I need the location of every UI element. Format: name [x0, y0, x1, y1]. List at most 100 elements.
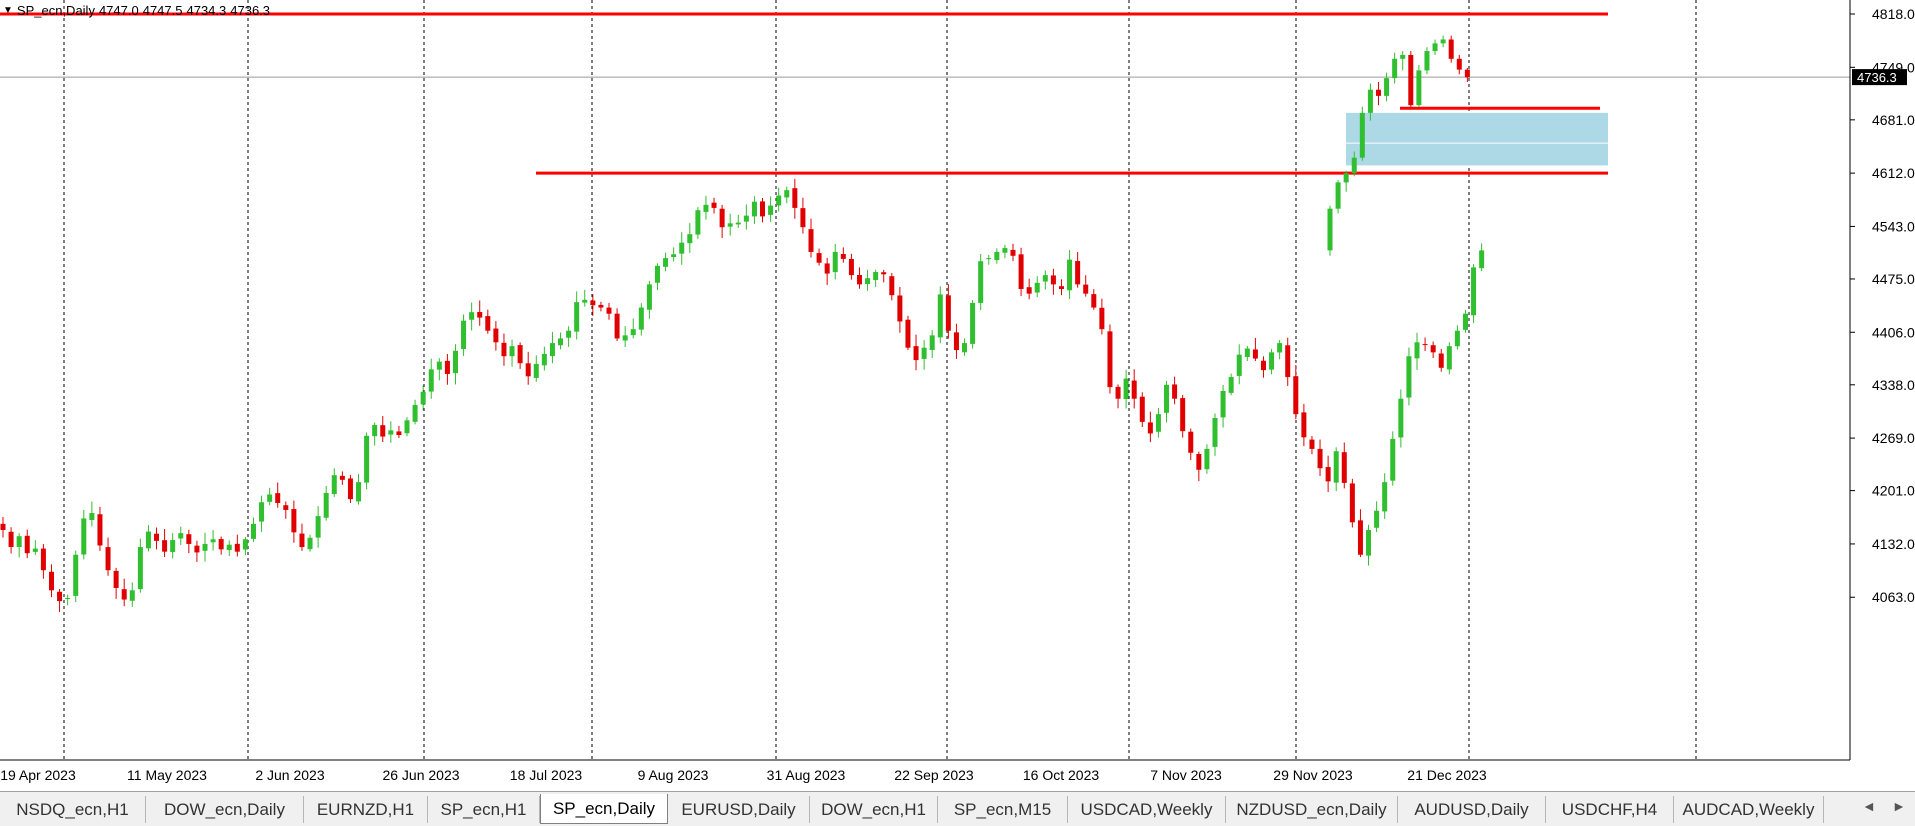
- candle-body: [776, 195, 782, 206]
- candle-body: [541, 353, 547, 366]
- time-axis-label: 18 Jul 2023: [510, 767, 583, 783]
- candle-body: [1155, 414, 1161, 432]
- candle-body: [606, 307, 612, 314]
- candle-body: [1139, 396, 1145, 422]
- candle-body: [210, 539, 216, 543]
- candle-body: [800, 208, 806, 228]
- candle-body: [1317, 448, 1323, 469]
- candle-body: [396, 431, 402, 436]
- tab-sp-ecn-h1[interactable]: SP_ecn,H1: [428, 796, 540, 823]
- candle-body: [1034, 282, 1040, 293]
- candle-body: [1172, 384, 1178, 399]
- candle-body: [889, 276, 895, 296]
- candle-body: [590, 300, 596, 306]
- candle-body: [1440, 39, 1446, 44]
- candle-body: [444, 360, 450, 374]
- candle-body: [1188, 431, 1194, 453]
- tab-sp-ecn-m15[interactable]: SP_ecn,M15: [938, 796, 1068, 823]
- candle-body: [129, 590, 135, 601]
- candle-body: [1260, 360, 1266, 371]
- price-axis-label: 4612.0: [1872, 165, 1915, 181]
- candle-body: [1244, 348, 1250, 357]
- candle-body: [81, 518, 87, 555]
- tab-usdchf-h4[interactable]: USDCHF,H4: [1546, 796, 1674, 823]
- price-axis-label: 4543.0: [1872, 218, 1915, 234]
- candle-body: [1432, 43, 1438, 52]
- candle-body: [1099, 307, 1105, 330]
- candle-body: [921, 347, 927, 359]
- candle-body: [436, 361, 442, 370]
- candle-body: [1462, 313, 1468, 330]
- candle-body: [824, 263, 830, 274]
- candle-body: [65, 598, 71, 600]
- candle-body: [792, 188, 798, 208]
- price-axis-label: 4338.0: [1872, 377, 1915, 393]
- candle-body: [614, 313, 620, 339]
- candle-body: [622, 335, 628, 341]
- candle-body: [323, 492, 329, 518]
- time-axis-label: 2 Jun 2023: [255, 767, 324, 783]
- chevron-right-icon[interactable]: ►: [1892, 798, 1906, 814]
- level-layer: [0, 12, 1850, 175]
- candle-body: [299, 533, 305, 548]
- candle-body: [32, 548, 38, 552]
- price-axis-label: 4818.0: [1872, 6, 1915, 22]
- candle-body: [1131, 380, 1137, 399]
- candle-body: [420, 391, 426, 405]
- candle-body: [1464, 69, 1470, 78]
- candle-body: [469, 312, 475, 320]
- candle-body: [16, 536, 22, 547]
- tab-audcad-weekly[interactable]: AUDCAD,Weekly: [1674, 796, 1824, 823]
- tab-nsdq-ecn-h1[interactable]: NSDQ_ecn,H1: [0, 796, 146, 823]
- current-price-tag: [1852, 69, 1907, 86]
- candle-body: [1083, 284, 1089, 294]
- price-chart[interactable]: 19 Apr 2023 11 May 2023 2 Jun 2023 26 Jun 2…: [0, 0, 1915, 790]
- candle-body: [1374, 510, 1380, 528]
- candle-body: [1424, 51, 1430, 71]
- candle-body: [1325, 466, 1331, 482]
- candle-body: [816, 253, 822, 263]
- candle-body: [1236, 354, 1242, 376]
- candle-body: [1406, 356, 1412, 398]
- tab-dow-ecn-daily[interactable]: DOW_ecn,Daily: [146, 796, 304, 823]
- candle-body: [638, 307, 644, 330]
- price-axis-label: 4269.0: [1872, 430, 1915, 446]
- candle-body: [412, 404, 418, 422]
- tab-sp-ecn-daily[interactable]: SP_ecn,Daily: [540, 794, 668, 824]
- tab-dow-ecn-h1[interactable]: DOW_ecn,H1: [810, 796, 938, 823]
- candle-body: [1327, 208, 1333, 251]
- candle-body: [250, 523, 256, 539]
- candle-body: [1343, 173, 1349, 183]
- candle-body: [1164, 384, 1170, 413]
- chart-window[interactable]: 19 Apr 2023 11 May 2023 2 Jun 2023 26 Jun 2…: [0, 0, 1915, 790]
- candle-body: [170, 540, 176, 552]
- candle-body: [202, 543, 208, 551]
- tab-usdcad-weekly[interactable]: USDCAD,Weekly: [1068, 796, 1226, 823]
- candle-body: [1430, 345, 1436, 353]
- tab-eurusd-daily[interactable]: EURUSD,Daily: [668, 796, 810, 823]
- candle-body: [1123, 378, 1129, 400]
- candle-body: [113, 570, 119, 588]
- tab-nzdusd-ecn-daily[interactable]: NZDUSD_ecn,Daily: [1226, 796, 1398, 823]
- candle-body: [1309, 439, 1315, 449]
- candle-body: [493, 328, 499, 343]
- candle-body: [24, 535, 30, 554]
- candle-body: [1392, 58, 1398, 79]
- candle-body: [1366, 530, 1372, 556]
- candle-body: [646, 284, 652, 310]
- tab-eurnzd-h1[interactable]: EURNZD,H1: [304, 796, 428, 823]
- chevron-left-icon[interactable]: ◄: [1862, 798, 1876, 814]
- triangle-down-icon[interactable]: ▼: [3, 4, 13, 16]
- candle-body: [994, 251, 1000, 261]
- candle-body: [178, 533, 184, 539]
- tab-audusd-daily[interactable]: AUDUSD,Daily: [1398, 796, 1546, 823]
- candle-layer: [0, 35, 1485, 613]
- time-axis-label: 7 Nov 2023: [1150, 767, 1222, 783]
- candle-body: [1335, 182, 1341, 209]
- price-axis-label: 4406.0: [1872, 324, 1915, 340]
- candle-body: [695, 210, 701, 235]
- candle-body: [1414, 342, 1420, 359]
- candle-body: [558, 338, 564, 346]
- candle-body: [388, 430, 394, 435]
- candle-body: [663, 258, 669, 267]
